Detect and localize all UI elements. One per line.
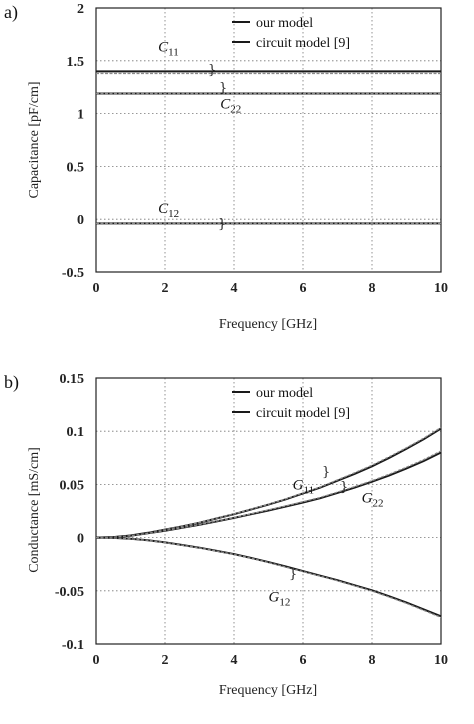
series-line-g12-circuit: [95, 536, 442, 619]
y-tick-label: 2: [77, 2, 84, 17]
y-axis-label-a: Capacitance [pF/cm]: [27, 81, 42, 198]
x-tick-label: 10: [434, 281, 448, 296]
x-tick-label: 6: [300, 281, 307, 296]
y-tick-label: 0.5: [67, 160, 85, 175]
x-tick-label: 0: [93, 653, 100, 668]
y-tick-label: -0.05: [55, 585, 84, 600]
y-tick-label: 0.15: [60, 372, 85, 387]
curve-label-g12: G12: [269, 589, 291, 608]
curve-label-c12: C12: [158, 201, 179, 220]
y-tick-label: 0: [77, 532, 84, 547]
y-tick-label: 1.5: [67, 55, 85, 70]
curve-marker: }: [219, 81, 227, 96]
panel-label-a: a): [4, 2, 18, 23]
capacitance-chart: a) Frequency [GHz] Capacitance [pF/cm] 0…: [4, 2, 448, 332]
x-tick-label: 2: [162, 281, 169, 296]
conductance-chart: b) Frequency [GHz] Conductance [mS/cm] 0…: [4, 372, 448, 698]
panel-label-b: b): [4, 372, 19, 393]
curve-marker: }: [340, 480, 348, 495]
plot-area-a: 0 2 4 6 8 10 -0.5 0 0.5 1 1.5 2 our model circuit mod…: [62, 2, 448, 296]
curve-marker: }: [218, 217, 226, 232]
x-axis-label-a: Frequency [GHz]: [219, 317, 317, 332]
curve-marker: }: [289, 567, 297, 582]
x-tick-label: 4: [231, 653, 238, 668]
legend-entry: circuit model [9]: [256, 406, 350, 421]
legend-entry: our model: [256, 386, 313, 401]
y-tick-label: -0.1: [62, 638, 84, 653]
x-axis-label-b: Frequency [GHz]: [219, 683, 317, 698]
x-tick-label: 6: [300, 653, 307, 668]
series-line-g11-circuit: [95, 426, 442, 539]
plot-frame-b: [95, 377, 442, 645]
y-tick-label: 0.1: [67, 425, 85, 440]
y-tick-label: -0.5: [62, 266, 84, 281]
curve-label-c11: C11: [158, 39, 179, 58]
x-tick-label: 0: [93, 281, 100, 296]
series-line-g12-model: [95, 536, 442, 618]
curve-label-g22: G22: [362, 490, 384, 509]
x-tick-label: 8: [369, 653, 376, 668]
y-tick-label: 0: [77, 213, 84, 228]
plot-area-b: 0 2 4 6 8 10 -0.1 -0.05 0 0.05 0.1 0.15 our model cir…: [55, 372, 448, 668]
y-axis-label-b: Conductance [mS/cm]: [27, 447, 42, 573]
series-line-g22-model: [95, 451, 442, 539]
legend-entry: circuit model [9]: [256, 36, 350, 51]
curve-label-g11: G11: [293, 478, 314, 497]
series-line-g11-model: [95, 427, 442, 539]
y-tick-label: 1: [77, 108, 84, 123]
curve-label-c22: C22: [220, 96, 241, 115]
curve-marker: }: [322, 465, 330, 480]
legend-entry: our model: [256, 16, 313, 31]
x-tick-label: 8: [369, 281, 376, 296]
series-line-g22-circuit: [95, 450, 442, 539]
plot-frame-a: [95, 7, 442, 273]
y-tick-label: 0.05: [60, 478, 85, 493]
curve-marker: }: [208, 63, 216, 78]
x-tick-label: 4: [231, 281, 238, 296]
x-tick-label: 2: [162, 653, 169, 668]
x-tick-label: 10: [434, 653, 448, 668]
